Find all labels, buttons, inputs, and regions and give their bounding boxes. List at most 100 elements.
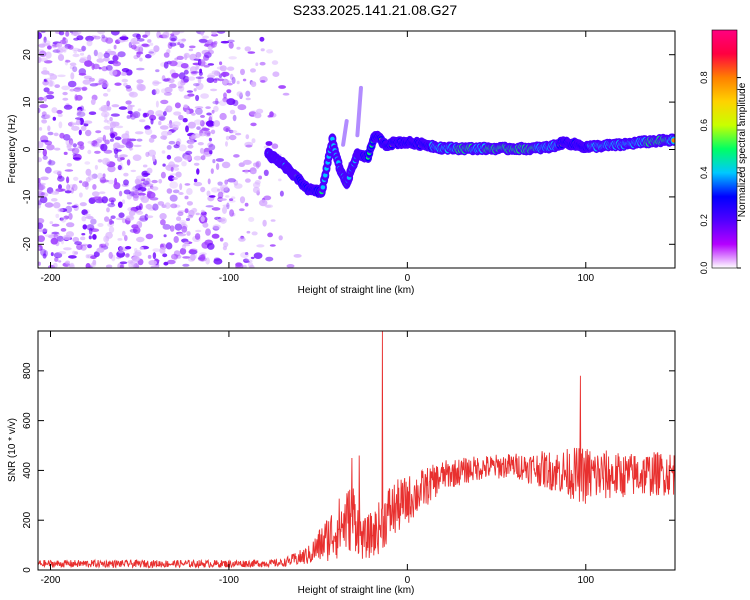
heatmap-cell bbox=[97, 31, 106, 35]
heatmap-cell bbox=[188, 257, 195, 262]
heatmap-cell bbox=[73, 122, 78, 126]
heatmap-cell bbox=[103, 52, 110, 58]
heatmap-cell bbox=[244, 141, 254, 148]
heatmap-cell bbox=[129, 104, 135, 108]
heatmap-cell bbox=[174, 102, 181, 109]
heatmap-cell bbox=[151, 89, 157, 96]
heatmap-cell bbox=[173, 111, 182, 116]
heatmap-cell bbox=[95, 130, 102, 134]
heatmap-cell bbox=[119, 261, 128, 265]
heatmap-cell bbox=[117, 51, 126, 58]
heatmap-cell bbox=[131, 224, 139, 229]
heatmap-cell bbox=[72, 153, 77, 156]
heatmap-cell bbox=[235, 132, 242, 136]
heatmap-cell bbox=[66, 202, 72, 205]
heatmap-cell bbox=[188, 209, 195, 217]
heatmap-cell bbox=[220, 71, 230, 77]
heatmap-cell bbox=[43, 96, 47, 102]
heatmap-cell bbox=[138, 217, 145, 221]
heatmap-streak bbox=[341, 119, 349, 147]
heatmap-cell bbox=[245, 97, 251, 101]
heatmap-cell bbox=[153, 45, 160, 53]
heatmap-cell bbox=[58, 121, 63, 129]
heatmap-cell bbox=[161, 150, 166, 154]
heatmap-cell bbox=[195, 94, 200, 102]
heatmap-cell bbox=[101, 34, 105, 39]
heatmap-cell bbox=[178, 85, 185, 92]
heatmap-cell bbox=[262, 219, 267, 227]
colorbar-tick-label: 0.6 bbox=[699, 119, 709, 132]
heatmap-cell bbox=[179, 183, 183, 191]
heatmap-cell bbox=[250, 122, 257, 127]
heatmap-cell bbox=[63, 215, 70, 220]
x-tick-label: -200 bbox=[40, 575, 60, 586]
heatmap-cell bbox=[207, 178, 211, 185]
heatmap-cell bbox=[144, 183, 154, 187]
heatmap-cell bbox=[258, 199, 268, 207]
heatmap-cell bbox=[169, 173, 178, 176]
heatmap-cell bbox=[44, 114, 51, 119]
heatmap-cell bbox=[67, 44, 74, 50]
heatmap-cell bbox=[163, 234, 167, 238]
heatmap-cell bbox=[170, 37, 177, 42]
heatmap-cell bbox=[38, 184, 44, 192]
heatmap-cell bbox=[64, 190, 72, 194]
heatmap-cell bbox=[242, 264, 247, 268]
heatmap-cell bbox=[123, 179, 129, 186]
heatmap-cell bbox=[211, 109, 215, 114]
heatmap-cell bbox=[239, 196, 246, 204]
heatmap-cell bbox=[161, 75, 166, 82]
heatmap-cell bbox=[51, 223, 60, 227]
heatmap-cell bbox=[176, 138, 182, 146]
heatmap-cell bbox=[184, 208, 189, 214]
heatmap-cell bbox=[206, 112, 212, 116]
heatmap-cell bbox=[77, 31, 82, 35]
heatmap-cell bbox=[210, 168, 214, 175]
heatmap-cell bbox=[206, 74, 215, 79]
colorbar-tick-label: 0.2 bbox=[699, 214, 709, 227]
heatmap-cell bbox=[203, 52, 212, 58]
heatmap-cell bbox=[136, 210, 144, 215]
heatmap-cell bbox=[216, 31, 226, 34]
heatmap-cell bbox=[125, 100, 132, 105]
heatmap-cell bbox=[263, 145, 269, 149]
heatmap-cell bbox=[58, 260, 62, 263]
heatmap-cell bbox=[145, 151, 150, 157]
heatmap-cell bbox=[126, 194, 132, 200]
heatmap-cell bbox=[108, 251, 113, 259]
heatmap-cell bbox=[148, 49, 157, 56]
heatmap-cell bbox=[139, 194, 145, 201]
x-tick-label: 0 bbox=[405, 575, 411, 586]
heatmap-cell bbox=[80, 236, 86, 241]
heatmap-cell bbox=[39, 57, 48, 62]
heatmap-cell bbox=[125, 85, 131, 89]
heatmap-cell bbox=[71, 183, 78, 192]
heatmap-cell bbox=[38, 184, 46, 191]
heatmap-cell bbox=[167, 78, 175, 84]
heatmap-cell bbox=[52, 49, 61, 53]
heatmap-cell bbox=[81, 86, 88, 91]
heatmap-cell bbox=[182, 256, 191, 259]
heatmap-cell bbox=[182, 118, 188, 123]
heatmap-cell bbox=[200, 114, 205, 118]
heatmap-cell bbox=[123, 189, 131, 195]
heatmap-cell bbox=[278, 235, 283, 241]
heatmap-cell bbox=[94, 143, 101, 148]
heatmap-cell bbox=[242, 159, 252, 165]
heatmap-cell bbox=[107, 179, 115, 185]
heatmap-cell bbox=[223, 242, 229, 248]
heatmap-cell bbox=[74, 241, 82, 246]
heatmap-cell bbox=[168, 161, 176, 169]
heatmap-cell bbox=[113, 142, 121, 149]
heatmap-cell bbox=[165, 242, 173, 250]
heatmap-cell bbox=[137, 38, 145, 42]
heatmap-cell bbox=[83, 75, 92, 80]
heatmap-cell bbox=[119, 246, 127, 252]
heatmap-cell bbox=[60, 238, 65, 245]
heatmap-cell bbox=[38, 200, 42, 206]
heatmap-cell bbox=[249, 110, 259, 116]
colorbar: 0.0 0.2 0.4 0.6 0.8 Normalized spectral ampl… bbox=[699, 29, 748, 274]
heatmap-cell bbox=[216, 218, 226, 222]
heatmap-cell bbox=[173, 236, 179, 243]
heatmap-cell bbox=[200, 31, 204, 36]
